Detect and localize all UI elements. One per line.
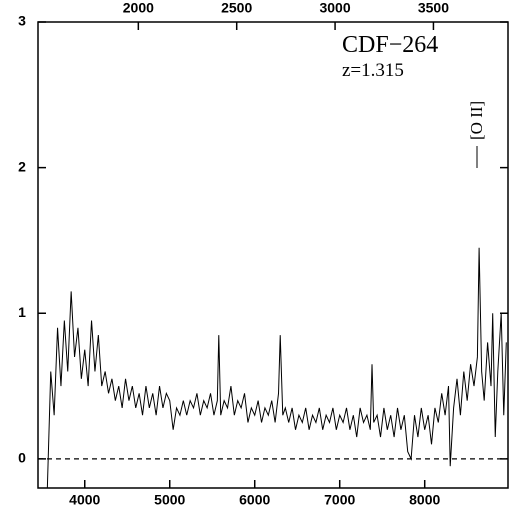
x2-tick-label: 3500 [418, 0, 449, 16]
x-tick-label: 5000 [154, 492, 185, 508]
x-tick-label: 8000 [409, 492, 440, 508]
y-tick-label: 3 [18, 13, 26, 29]
x2-tick-label: 2500 [221, 0, 252, 16]
y-tick-label: 2 [18, 158, 26, 174]
y-tick-label: 0 [18, 450, 26, 466]
x-tick-label: 6000 [239, 492, 270, 508]
spectrum-line [46, 247, 507, 488]
x2-tick-label: 3000 [319, 0, 350, 16]
redshift: z=1.315 [342, 60, 404, 81]
x-tick-label: 4000 [69, 492, 100, 508]
x2-tick-label: 2000 [123, 0, 154, 16]
y-tick-label: 1 [18, 304, 26, 320]
line-label: [O II] [467, 101, 486, 140]
x-tick-label: 7000 [324, 492, 355, 508]
object-name: CDF−264 [342, 32, 438, 58]
plot-frame [37, 21, 509, 489]
